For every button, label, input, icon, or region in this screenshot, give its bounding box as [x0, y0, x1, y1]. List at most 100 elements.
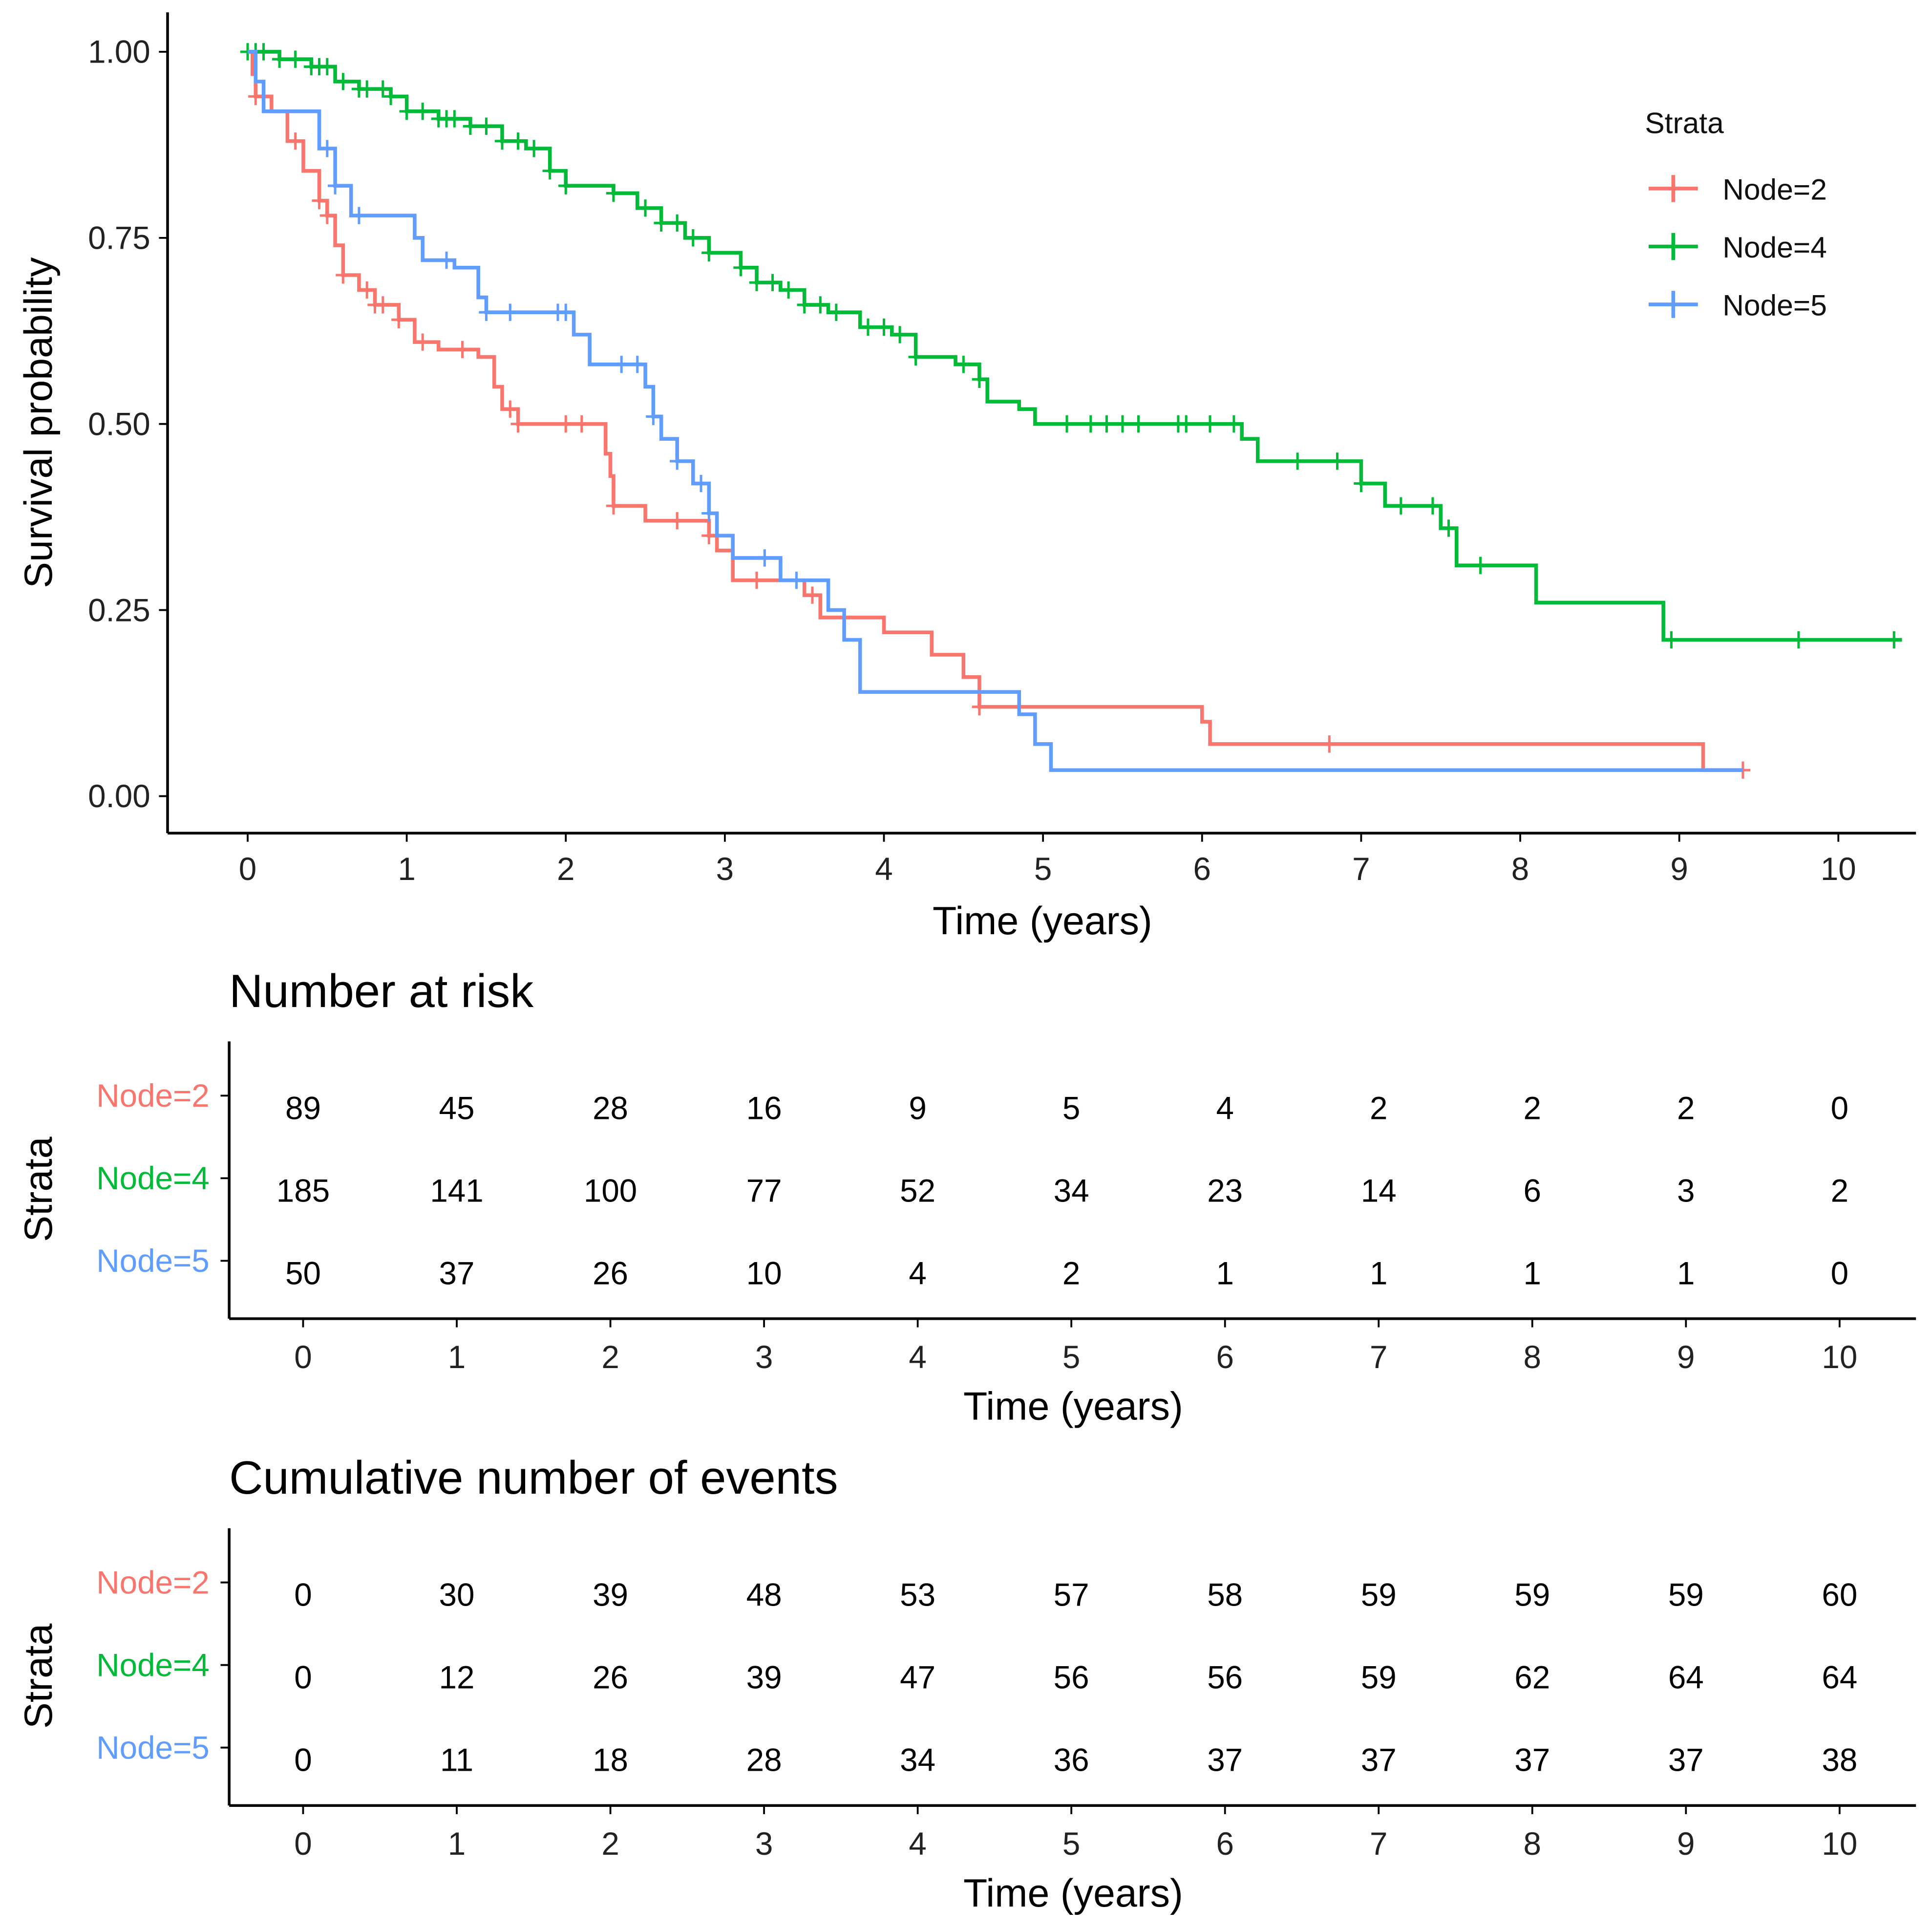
table-cell: 4	[1216, 1090, 1233, 1126]
censor-mark	[781, 281, 796, 299]
censor-mark	[670, 452, 685, 470]
y-tick-label: 0.75	[88, 220, 150, 256]
strata-label: Node=5	[96, 1243, 210, 1279]
table-cell: 56	[1054, 1660, 1089, 1695]
x-tick-label: 0	[239, 851, 256, 887]
x-tick-label: 5	[1062, 1339, 1080, 1375]
y-tick-label: 1.00	[88, 34, 150, 70]
x-axis-title: Time (years)	[963, 1871, 1183, 1915]
table-cell: 53	[900, 1577, 935, 1613]
censor-mark	[542, 162, 557, 180]
table-cell: 34	[900, 1742, 935, 1778]
censor-mark	[288, 132, 303, 150]
censor-mark	[455, 341, 470, 359]
table-cell: 50	[285, 1255, 321, 1291]
x-tick-label: 3	[755, 1826, 773, 1862]
censor-mark	[1441, 519, 1456, 537]
table-cell: 37	[1207, 1742, 1243, 1778]
table-cell: 38	[1822, 1742, 1857, 1778]
x-tick-label: 1	[398, 851, 415, 887]
table-cell: 141	[430, 1173, 483, 1208]
x-tick-label: 10	[1821, 851, 1856, 887]
x-tick-label: 2	[601, 1339, 619, 1375]
censor-mark	[749, 274, 764, 291]
table-cell: 58	[1207, 1577, 1243, 1613]
censor-mark	[503, 303, 518, 321]
table-cell: 56	[1207, 1660, 1243, 1695]
censor-mark	[558, 303, 573, 321]
censor-mark	[415, 333, 430, 351]
censor-mark	[789, 571, 804, 589]
censor-mark	[288, 50, 303, 68]
table-cell: 59	[1514, 1577, 1550, 1613]
censor-mark	[606, 497, 621, 515]
x-tick-label: 9	[1670, 851, 1688, 887]
table-cell: 0	[1831, 1090, 1848, 1126]
censor-mark	[1115, 415, 1130, 433]
x-tick-label: 2	[601, 1826, 619, 1862]
censor-mark	[463, 117, 478, 135]
censor-mark	[701, 244, 717, 261]
x-tick-label: 0	[294, 1826, 312, 1862]
censor-mark	[1473, 557, 1488, 574]
censor-mark	[1059, 415, 1075, 433]
legend-title: Strata	[1645, 106, 1724, 139]
censor-mark	[797, 296, 812, 314]
y-tick-label: 0.00	[88, 778, 150, 814]
censor-mark	[701, 527, 717, 544]
table-cell: 60	[1822, 1577, 1857, 1613]
censor-mark	[956, 356, 971, 373]
x-tick-label: 5	[1034, 851, 1052, 887]
censor-mark	[654, 214, 669, 232]
censor-mark	[630, 356, 645, 373]
table-cell: 10	[746, 1255, 782, 1291]
censor-mark	[375, 296, 390, 314]
censor-mark	[860, 318, 876, 336]
censor-mark	[701, 504, 717, 522]
censor-mark	[558, 415, 573, 433]
table-cell: 9	[909, 1090, 926, 1126]
table-cell: 89	[285, 1090, 321, 1126]
table-cell: 39	[593, 1577, 628, 1613]
censor-mark	[670, 512, 685, 530]
table-cell: 26	[593, 1660, 628, 1695]
x-tick-label: 8	[1524, 1339, 1541, 1375]
table-cell: 59	[1668, 1577, 1704, 1613]
table-cell: 37	[1361, 1742, 1397, 1778]
table-cell: 0	[294, 1660, 312, 1695]
x-tick-label: 9	[1677, 1826, 1695, 1862]
censor-mark	[670, 214, 685, 232]
table-cell: 52	[900, 1173, 935, 1208]
x-tick-label: 5	[1062, 1826, 1080, 1862]
x-tick-label: 7	[1352, 851, 1370, 887]
censor-mark	[1131, 415, 1146, 433]
table-cell: 64	[1668, 1660, 1704, 1695]
censor-mark	[1393, 497, 1408, 515]
censor-mark	[892, 326, 908, 343]
censor-mark	[574, 415, 589, 433]
table-cell: 2	[1062, 1255, 1080, 1291]
table-cell: 18	[593, 1742, 628, 1778]
censor-mark	[685, 229, 701, 247]
x-tick-label: 8	[1524, 1826, 1541, 1862]
censor-mark	[765, 274, 780, 291]
table-cell: 39	[746, 1660, 782, 1695]
table-cell: 23	[1207, 1173, 1243, 1208]
table-cell: 6	[1524, 1173, 1541, 1208]
y-axis-title: Strata	[17, 1137, 61, 1242]
table-cell: 2	[1831, 1173, 1848, 1208]
censor-mark	[336, 73, 351, 90]
x-tick-label: 7	[1370, 1826, 1387, 1862]
censor-mark	[415, 103, 430, 120]
table-cell: 48	[746, 1577, 782, 1613]
y-tick-label: 0.25	[88, 592, 150, 628]
x-axis-title: Time (years)	[933, 899, 1152, 943]
table-cell: 2	[1677, 1090, 1695, 1126]
table-cell: 57	[1054, 1577, 1089, 1613]
censor-mark	[1791, 631, 1806, 649]
censor-mark	[1083, 415, 1098, 433]
censor-mark	[1202, 415, 1218, 433]
table-cell: 2	[1370, 1090, 1387, 1126]
censor-mark	[733, 259, 748, 277]
